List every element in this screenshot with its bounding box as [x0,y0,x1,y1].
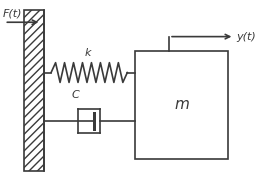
Text: m: m [174,97,189,112]
Text: y(t): y(t) [237,32,256,42]
Bar [24,10,44,171]
Bar [135,51,228,159]
Text: k: k [85,48,91,58]
Text: C: C [72,90,80,100]
Text: F(t): F(t) [3,9,23,19]
